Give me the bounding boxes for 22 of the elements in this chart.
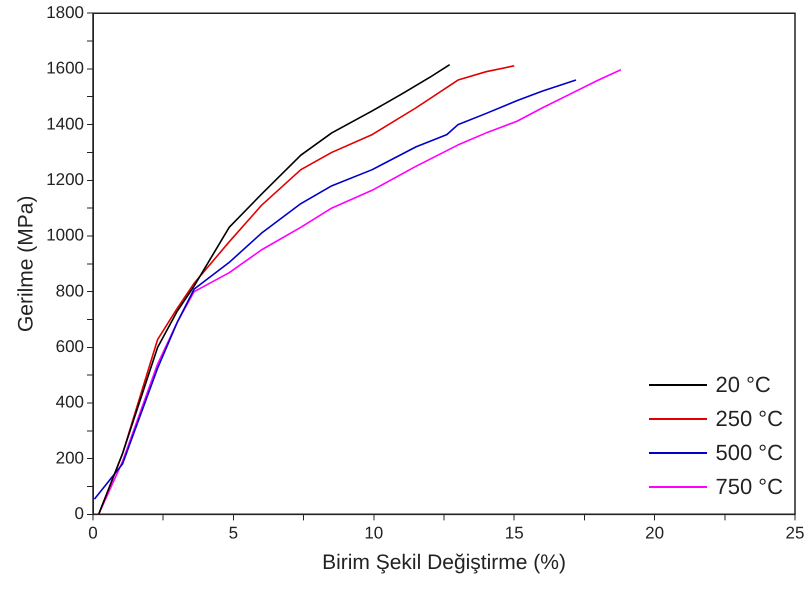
- legend-label: 250 °C: [715, 406, 783, 432]
- x-tick-label: 20: [645, 523, 664, 542]
- y-tick-label: 1600: [46, 58, 84, 78]
- y-tick-label: 800: [56, 281, 84, 300]
- y-tick-label: 600: [56, 337, 84, 356]
- y-tick-label: 1400: [46, 114, 84, 134]
- legend-label: 500 °C: [715, 440, 783, 466]
- legend-label: 20 °C: [715, 372, 771, 398]
- legend-label: 750 °C: [715, 474, 783, 500]
- y-tick-label: 0: [74, 504, 84, 524]
- x-tick-label: 25: [786, 523, 804, 542]
- y-tick-label: 1800: [46, 2, 84, 22]
- x-tick-label: 10: [364, 523, 384, 542]
- y-tick-label: 1000: [46, 226, 84, 245]
- y-axis-title: Gerilme (MPa): [14, 196, 38, 332]
- y-tick-label: 1200: [46, 170, 84, 189]
- x-axis-title: Birim Şekil Değiştirme (%): [322, 551, 566, 574]
- y-tick-label: 400: [56, 392, 84, 412]
- x-tick-label: 5: [228, 523, 238, 542]
- x-tick-label: 0: [88, 523, 98, 542]
- y-tick-label: 200: [56, 448, 84, 468]
- x-tick-label: 15: [504, 523, 524, 542]
